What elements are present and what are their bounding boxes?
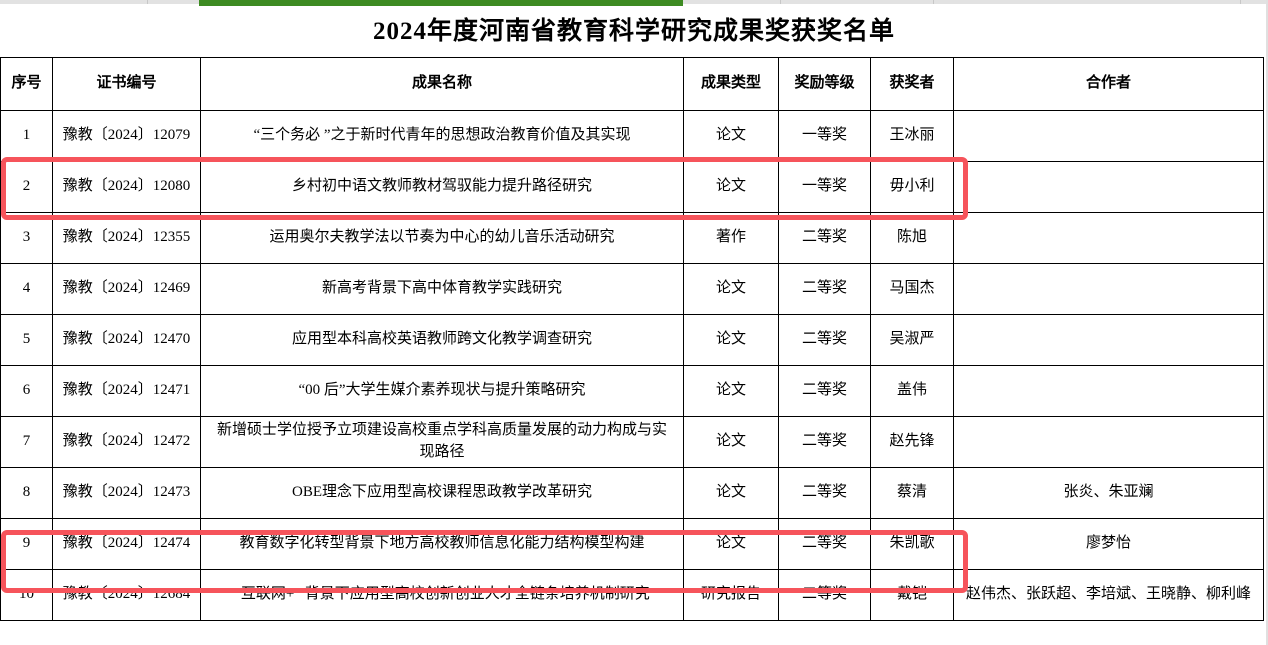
cell-collaborators	[953, 365, 1264, 417]
table-row: 5 豫教〔2024〕12470 应用型本科高校英语教师跨文化教学调查研究 论文 二等奖吴…	[0, 314, 1264, 366]
cell-result-name: 新高考背景下高中体育教学实践研究	[200, 263, 684, 315]
cell-index: 9	[0, 518, 53, 570]
cell-winner: 朱凯歌	[870, 518, 954, 570]
cell-winner: 马国杰	[870, 263, 954, 315]
cell-result-type: 论文	[683, 365, 779, 417]
cell-collaborators	[953, 263, 1264, 315]
awards-table: 序号 证书编号 成果名称 成果类型 奖励等级 获奖者 合作者 1 豫教〔2024〕…	[0, 57, 1264, 621]
cell-winner: 盖伟	[870, 365, 954, 417]
cell-cert-number: 豫教〔2024〕12469	[52, 263, 201, 315]
cell-collaborators	[953, 212, 1264, 264]
cell-result-type: 论文	[683, 518, 779, 570]
cell-award-level: 一等奖	[778, 110, 871, 162]
cell-result-name: “三个务必 ”之于新时代青年的思想政治教育价值及其实现	[200, 110, 684, 162]
cell-cert-number: 豫教〔2024〕12473	[52, 467, 201, 519]
cell-result-type: 论文	[683, 110, 779, 162]
cell-collaborators: 赵伟杰、张跃超、李培斌、王晓静、柳利峰	[953, 569, 1264, 621]
strip-divider	[933, 0, 934, 4]
strip-green-accent	[199, 0, 683, 6]
cell-result-type: 论文	[683, 467, 779, 519]
cell-index: 4	[0, 263, 53, 315]
cell-index: 8	[0, 467, 53, 519]
column-header-result-type: 成果类型	[683, 57, 779, 111]
cell-result-name: 乡村初中语文教师教材驾驭能力提升路径研究	[200, 161, 684, 213]
cell-award-level: 二等奖	[778, 518, 871, 570]
cell-result-type: 论文	[683, 314, 779, 366]
cell-winner: 赵先锋	[870, 416, 954, 468]
cell-index: 2	[0, 161, 53, 213]
strip-divider	[147, 0, 148, 4]
cell-result-name: 新增硕士学位授予立项建设高校重点学科高质量发展的动力构成与实现路径	[200, 416, 684, 468]
column-header-index: 序号	[0, 57, 53, 111]
column-header-cert-number: 证书编号	[52, 57, 201, 111]
cell-cert-number: 豫教〔2024〕12080	[52, 161, 201, 213]
strip-gray-left	[0, 0, 199, 4]
cell-award-level: 二等奖	[778, 467, 871, 519]
cell-collaborators: 张炎、朱亚斓	[953, 467, 1264, 519]
table-row: 3 豫教〔2024〕12355 运用奥尔夫教学法以节奏为中心的幼儿音乐活动研究 著作二…	[0, 212, 1264, 264]
cell-cert-number: 豫教〔2024〕12471	[52, 365, 201, 417]
strip-divider	[780, 0, 781, 4]
cell-winner: 陈旭	[870, 212, 954, 264]
cell-winner: 蔡清	[870, 467, 954, 519]
cell-result-type: 论文	[683, 263, 779, 315]
cell-cert-number: 豫教〔2024〕12472	[52, 416, 201, 468]
table-row: 10 豫教〔2024〕12684 “互联网+ ”背景下应用型高校创新创业人才全链条培…	[0, 569, 1264, 621]
cell-result-name: “互联网+ ”背景下应用型高校创新创业人才全链条培养机制研究	[200, 569, 684, 621]
cell-award-level: 二等奖	[778, 212, 871, 264]
cell-winner: 王冰丽	[870, 110, 954, 162]
cell-index: 6	[0, 365, 53, 417]
top-app-strip	[0, 0, 1268, 7]
cell-award-level: 二等奖	[778, 365, 871, 417]
cell-index: 10	[0, 569, 53, 621]
cell-award-level: 二等奖	[778, 314, 871, 366]
column-header-award-level: 奖励等级	[778, 57, 871, 111]
table-row: 9 豫教〔2024〕12474 教育数字化转型背景下地方高校教师信息化能力结构模型构…	[0, 518, 1264, 570]
cell-index: 5	[0, 314, 53, 366]
table-row: 7 豫教〔2024〕12472 新增硕士学位授予立项建设高校重点学科高质量发展的动力…	[0, 416, 1264, 468]
cell-cert-number: 豫教〔2024〕12474	[52, 518, 201, 570]
cell-collaborators	[953, 314, 1264, 366]
column-header-result-name: 成果名称	[200, 57, 684, 111]
table-row: 2 豫教〔2024〕12080 乡村初中语文教师教材驾驭能力提升路径研究 论文 一等奖毋…	[0, 161, 1264, 213]
cell-result-type: 研究报告	[683, 569, 779, 621]
cell-award-level: 二等奖	[778, 569, 871, 621]
table-row: 6 豫教〔2024〕12471 “00 后”大学生媒介素养现状与提升策略研究 论文 二等…	[0, 365, 1264, 417]
cell-index: 1	[0, 110, 53, 162]
cell-result-name: 教育数字化转型背景下地方高校教师信息化能力结构模型构建	[200, 518, 684, 570]
cell-award-level: 一等奖	[778, 161, 871, 213]
cell-award-level: 二等奖	[778, 416, 871, 468]
cell-result-name: OBE理念下应用型高校课程思政教学改革研究	[200, 467, 684, 519]
table-row: 1 豫教〔2024〕12079 “三个务必 ”之于新时代青年的思想政治教育价值及其实…	[0, 110, 1264, 162]
cell-award-level: 二等奖	[778, 263, 871, 315]
cell-result-type: 著作	[683, 212, 779, 264]
cell-collaborators	[953, 416, 1264, 468]
cell-result-type: 论文	[683, 416, 779, 468]
table-row: 8 豫教〔2024〕12473 OBE理念下应用型高校课程思政教学改革研究 论文 二等奖…	[0, 467, 1264, 519]
strip-gray-right	[683, 0, 1268, 4]
cell-cert-number: 豫教〔2024〕12355	[52, 212, 201, 264]
cell-index: 3	[0, 212, 53, 264]
cell-winner: 戴铠	[870, 569, 954, 621]
cell-result-name: 应用型本科高校英语教师跨文化教学调查研究	[200, 314, 684, 366]
cell-collaborators: 廖梦怡	[953, 518, 1264, 570]
cell-result-type: 论文	[683, 161, 779, 213]
column-header-collaborators: 合作者	[953, 57, 1264, 111]
cell-collaborators	[953, 161, 1264, 213]
cell-cert-number: 豫教〔2024〕12079	[52, 110, 201, 162]
page-title: 2024年度河南省教育科学研究成果奖获奖名单	[372, 18, 895, 45]
strip-divider	[1240, 0, 1241, 4]
cell-cert-number: 豫教〔2024〕12470	[52, 314, 201, 366]
column-header-winner: 获奖者	[870, 57, 954, 111]
cell-result-name: “00 后”大学生媒介素养现状与提升策略研究	[200, 365, 684, 417]
cell-winner: 吴淑严	[870, 314, 954, 366]
cell-cert-number: 豫教〔2024〕12684	[52, 569, 201, 621]
cell-winner: 毋小利	[870, 161, 954, 213]
cell-collaborators	[953, 110, 1264, 162]
cell-index: 7	[0, 416, 53, 468]
cell-result-name: 运用奥尔夫教学法以节奏为中心的幼儿音乐活动研究	[200, 212, 684, 264]
table-row: 4 豫教〔2024〕12469 新高考背景下高中体育教学实践研究 论文 二等奖 马国杰	[0, 263, 1264, 315]
header-row: 序号 证书编号 成果名称 成果类型 奖励等级 获奖者 合作者	[0, 57, 1264, 111]
window-right-edge	[1266, 0, 1268, 645]
